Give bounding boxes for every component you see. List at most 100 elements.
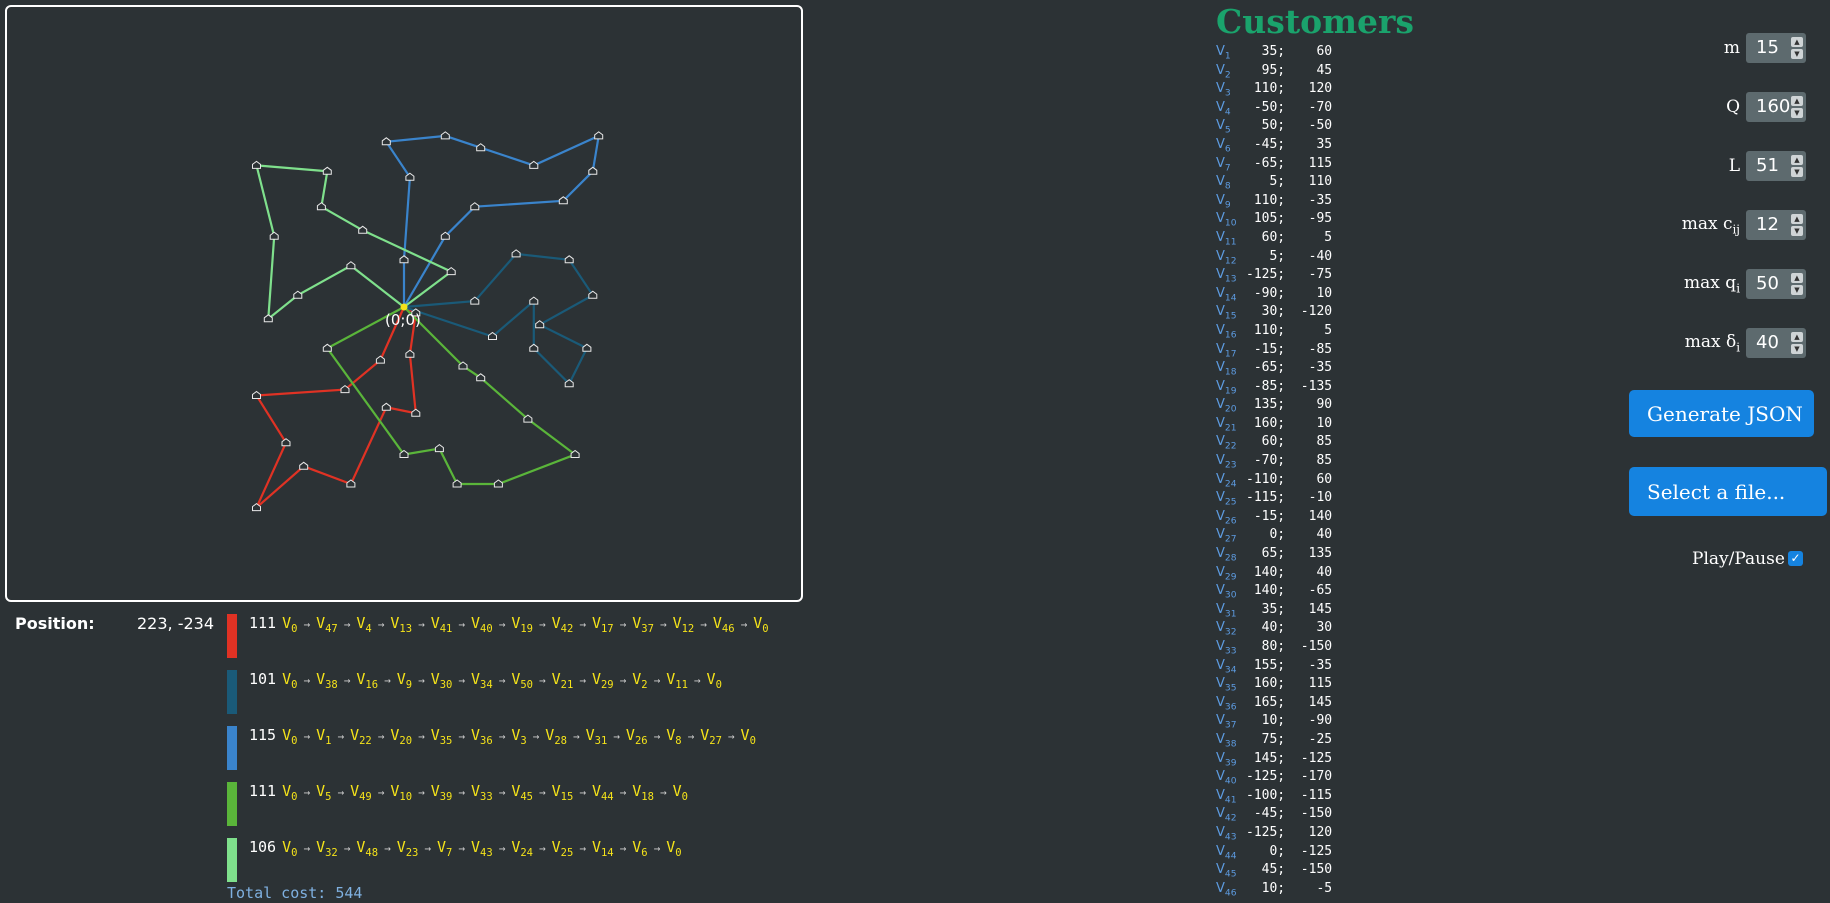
customer-marker[interactable] bbox=[399, 255, 409, 264]
customer-marker[interactable] bbox=[570, 449, 580, 458]
customer-marker[interactable] bbox=[440, 131, 450, 140]
route-stop: V22 bbox=[350, 726, 372, 747]
customer-coords: 110; 120 bbox=[1246, 81, 1333, 97]
customer-id: V27 bbox=[1216, 527, 1237, 546]
customer-marker[interactable] bbox=[476, 143, 486, 152]
customer-marker[interactable] bbox=[316, 202, 326, 211]
customer-marker[interactable] bbox=[411, 308, 421, 317]
customer-marker[interactable] bbox=[452, 479, 462, 488]
customer-marker[interactable] bbox=[434, 443, 444, 453]
customer-marker[interactable] bbox=[293, 290, 303, 299]
spinner-icon[interactable]: ▲ ▼ bbox=[1791, 96, 1803, 118]
param-number-input[interactable]: 40 ▲ ▼ bbox=[1746, 328, 1806, 358]
customer-marker[interactable] bbox=[564, 255, 574, 264]
customer-id: V9 bbox=[1216, 192, 1231, 211]
customer-marker[interactable] bbox=[558, 196, 568, 205]
customer-marker[interactable] bbox=[322, 166, 332, 175]
route-stop: V23 bbox=[396, 838, 419, 859]
customer-marker[interactable] bbox=[594, 131, 604, 140]
route-stop: V15 bbox=[551, 782, 574, 803]
param-number-input[interactable]: 51 ▲ ▼ bbox=[1746, 151, 1806, 181]
customer-marker[interactable] bbox=[381, 402, 391, 411]
spinner-icon[interactable]: ▲ ▼ bbox=[1791, 332, 1803, 354]
spinner-icon[interactable]: ▲ ▼ bbox=[1791, 273, 1803, 295]
customer-marker[interactable] bbox=[375, 355, 385, 364]
customer-coords: -65; -35 bbox=[1246, 360, 1333, 376]
customer-marker[interactable] bbox=[252, 502, 261, 512]
customer-marker[interactable] bbox=[405, 349, 415, 358]
customer-row: V8 5; 110 bbox=[1216, 173, 1332, 192]
customer-marker[interactable] bbox=[470, 202, 480, 211]
customer-id: V28 bbox=[1216, 546, 1237, 564]
spinner-icon[interactable]: ▲ ▼ bbox=[1791, 214, 1803, 236]
customer-marker[interactable] bbox=[281, 438, 291, 447]
customer-marker[interactable] bbox=[582, 343, 592, 352]
route-stop: V31 bbox=[585, 726, 608, 747]
customer-marker[interactable] bbox=[476, 373, 486, 382]
customer-marker[interactable] bbox=[322, 343, 332, 352]
param-number-input[interactable]: 12 ▲ ▼ bbox=[1746, 210, 1806, 240]
position-value: 223, -234 bbox=[137, 614, 215, 633]
customer-coords: 5; -40 bbox=[1246, 248, 1333, 264]
customer-id: V4 bbox=[1216, 99, 1231, 118]
customer-marker[interactable] bbox=[511, 249, 521, 258]
customer-coords: 65; 135 bbox=[1246, 546, 1333, 562]
customer-marker[interactable] bbox=[340, 384, 350, 394]
param-number-input[interactable]: 160 ▲ ▼ bbox=[1746, 92, 1806, 122]
customer-marker[interactable] bbox=[493, 479, 503, 488]
customer-marker[interactable] bbox=[446, 266, 456, 276]
customer-marker[interactable] bbox=[346, 479, 356, 488]
customer-coords: -115; -10 bbox=[1246, 490, 1333, 506]
customer-marker[interactable] bbox=[440, 231, 450, 240]
customer-id: V13 bbox=[1216, 267, 1237, 285]
customer-marker[interactable] bbox=[269, 231, 279, 240]
customer-marker[interactable] bbox=[411, 408, 421, 417]
customer-marker[interactable] bbox=[564, 379, 574, 388]
param-number-input[interactable]: 50 ▲ ▼ bbox=[1746, 269, 1806, 299]
customer-marker[interactable] bbox=[299, 461, 309, 470]
route-line bbox=[325, 306, 578, 486]
customer-marker[interactable] bbox=[399, 449, 409, 458]
customer-coords: -45; 35 bbox=[1246, 136, 1333, 152]
customer-marker[interactable] bbox=[529, 160, 539, 169]
customer-marker[interactable] bbox=[263, 314, 273, 323]
customer-row: V28 65; 135 bbox=[1216, 545, 1332, 564]
param-number-input[interactable]: 15 ▲ ▼ bbox=[1746, 33, 1806, 63]
customer-marker[interactable] bbox=[458, 361, 468, 370]
customer-marker[interactable] bbox=[346, 261, 356, 270]
customer-id: V14 bbox=[1216, 285, 1237, 304]
play-pause-checkbox[interactable]: ✓ bbox=[1788, 551, 1803, 566]
customer-marker[interactable] bbox=[358, 225, 368, 234]
customer-marker[interactable] bbox=[488, 331, 497, 340]
customer-marker[interactable] bbox=[588, 290, 598, 299]
generate-json-button[interactable]: Generate JSON bbox=[1629, 390, 1814, 437]
customer-row: V43 -125; 120 bbox=[1216, 824, 1332, 843]
customer-id: V17 bbox=[1216, 341, 1237, 360]
customer-marker[interactable] bbox=[405, 172, 415, 181]
customer-marker[interactable] bbox=[381, 137, 391, 146]
customer-row: V21 160; 10 bbox=[1216, 415, 1332, 434]
route-stop: V20 bbox=[390, 726, 413, 747]
route-canvas[interactable]: (0;0) bbox=[5, 5, 803, 602]
route-stop: V44 bbox=[591, 782, 614, 803]
select-file-button[interactable]: Select a file... bbox=[1629, 467, 1827, 516]
spinner-icon[interactable]: ▲ ▼ bbox=[1791, 37, 1803, 59]
customer-marker[interactable] bbox=[252, 390, 261, 399]
customer-coords: 110; 5 bbox=[1246, 322, 1333, 338]
customer-marker[interactable] bbox=[523, 414, 533, 423]
route-stop: V27 bbox=[700, 726, 722, 747]
spinner-icon[interactable]: ▲ ▼ bbox=[1791, 155, 1803, 177]
customer-marker[interactable] bbox=[529, 343, 539, 352]
customer-row: V45 45; -150 bbox=[1216, 861, 1332, 880]
route-stop: V47 bbox=[316, 614, 338, 635]
customer-marker[interactable] bbox=[470, 296, 480, 305]
customer-marker[interactable] bbox=[588, 166, 598, 175]
route-stop: V0 bbox=[753, 614, 769, 635]
customer-marker[interactable] bbox=[535, 320, 545, 329]
customer-marker[interactable] bbox=[529, 296, 539, 305]
route-stop: V50 bbox=[511, 670, 533, 691]
customer-marker[interactable] bbox=[252, 160, 261, 169]
customer-id: V36 bbox=[1216, 694, 1237, 713]
route-stop: V46 bbox=[712, 614, 735, 635]
customer-coords: 155; -35 bbox=[1246, 657, 1333, 673]
